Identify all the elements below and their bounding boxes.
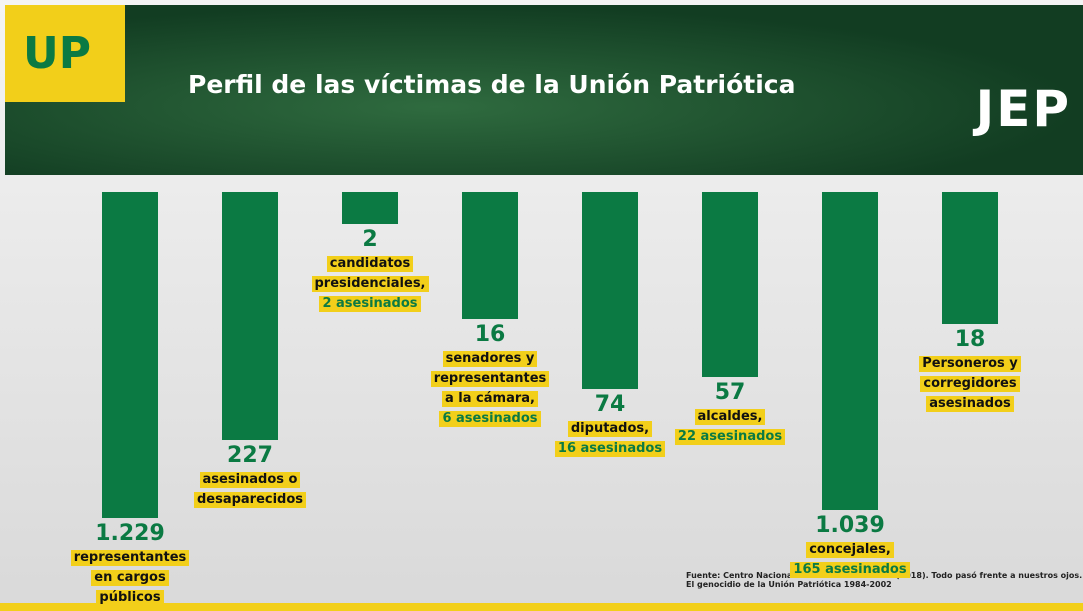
category-line: públicos [96, 589, 164, 606]
category-line: concejales, [806, 542, 894, 559]
killed-label: 22 asesinados [674, 429, 786, 446]
label-row: alcaldes, [645, 405, 815, 426]
strip [0, 603, 1083, 611]
killed-label: 6 asesinados [439, 410, 541, 427]
bar-label: 74 diputados, 16 asesinados [525, 392, 695, 458]
label-row: a la cámara, [405, 387, 575, 407]
category-line: asesinados o [199, 472, 301, 489]
category-line: Personeros y [919, 356, 1021, 373]
bar [102, 192, 158, 518]
bar [462, 192, 518, 319]
bar [702, 192, 758, 378]
bar [942, 192, 998, 325]
value-label: 1.039 [815, 513, 885, 539]
label-row: 22 asesinados [645, 425, 815, 446]
label-row: públicos [45, 586, 215, 606]
label-row: asesinados [885, 392, 1055, 413]
bar-label: 1.039 concejales, 165 asesinados [765, 513, 935, 579]
value-label: 1.229 [95, 520, 165, 546]
label-row: concejales, [765, 538, 935, 559]
value-label: 57 [714, 380, 746, 406]
category-line: asesinados [926, 396, 1014, 413]
label-row: presidenciales, [285, 272, 455, 292]
bar-label: 57 alcaldes, 22 asesinados [645, 380, 815, 446]
badge: UP [5, 5, 125, 102]
killed-label: 2 asesinados [319, 295, 421, 312]
label-row: representantes [45, 546, 215, 566]
killed-label: 16 asesinados [554, 441, 666, 458]
source-line: El genocidio de la Unión Patriótica 1984… [686, 580, 892, 589]
label-row: 2 asesinados [285, 292, 455, 312]
category-line: diputados, [567, 421, 653, 438]
bar-label: 16 senadores y representantes a la cámara, 6… [405, 321, 575, 427]
label-row: diputados, [525, 417, 695, 438]
label-row: 6 asesinados [405, 407, 575, 427]
label-row: candidatos [285, 252, 455, 272]
killed-label: 165 asesinados [790, 562, 910, 579]
bar-label: 18 Personeros y corregidores asesinados [885, 327, 1055, 413]
category-line: senadores y [442, 350, 538, 367]
category-line: alcaldes, [694, 409, 766, 426]
value-label: 227 [227, 443, 273, 469]
logo: JEP [975, 80, 1071, 138]
category-line: candidatos [326, 255, 414, 272]
banner [5, 5, 1083, 175]
category-line: representantes [70, 549, 190, 566]
value-label: 74 [594, 392, 626, 418]
label-row: Personeros y [885, 352, 1055, 373]
category-line: representantes [430, 370, 550, 387]
label-row: representantes [405, 367, 575, 387]
category-line: a la cámara, [442, 390, 538, 407]
bar [222, 192, 278, 441]
label-row: corregidores [885, 372, 1055, 393]
value-label: 18 [954, 327, 986, 353]
category-line: presidenciales, [311, 275, 429, 292]
label-row: senadores y [405, 347, 575, 367]
label-row: asesinados o [165, 468, 335, 489]
value-label: 2 [362, 226, 378, 252]
chart-title: Perfil de las víctimas de la Unión Patri… [188, 70, 796, 99]
category-line: corregidores [920, 376, 1020, 393]
category-line: desaparecidos [193, 492, 307, 509]
bar [342, 192, 398, 224]
label-row: desaparecidos [165, 488, 335, 509]
label-row: 16 asesinados [525, 437, 695, 458]
label-row: en cargos [45, 566, 215, 586]
bar [582, 192, 638, 390]
label-row: 165 asesinados [765, 558, 935, 579]
bar-label: 227 asesinados o desaparecidos [165, 443, 335, 509]
bar [822, 192, 878, 511]
category-line: en cargos [91, 569, 169, 586]
bar-label: 2 candidatos presidenciales, 2 asesinados [285, 226, 455, 312]
value-label: 16 [474, 321, 506, 347]
bar-label: 1.229 representantes en cargos públicos [45, 520, 215, 606]
